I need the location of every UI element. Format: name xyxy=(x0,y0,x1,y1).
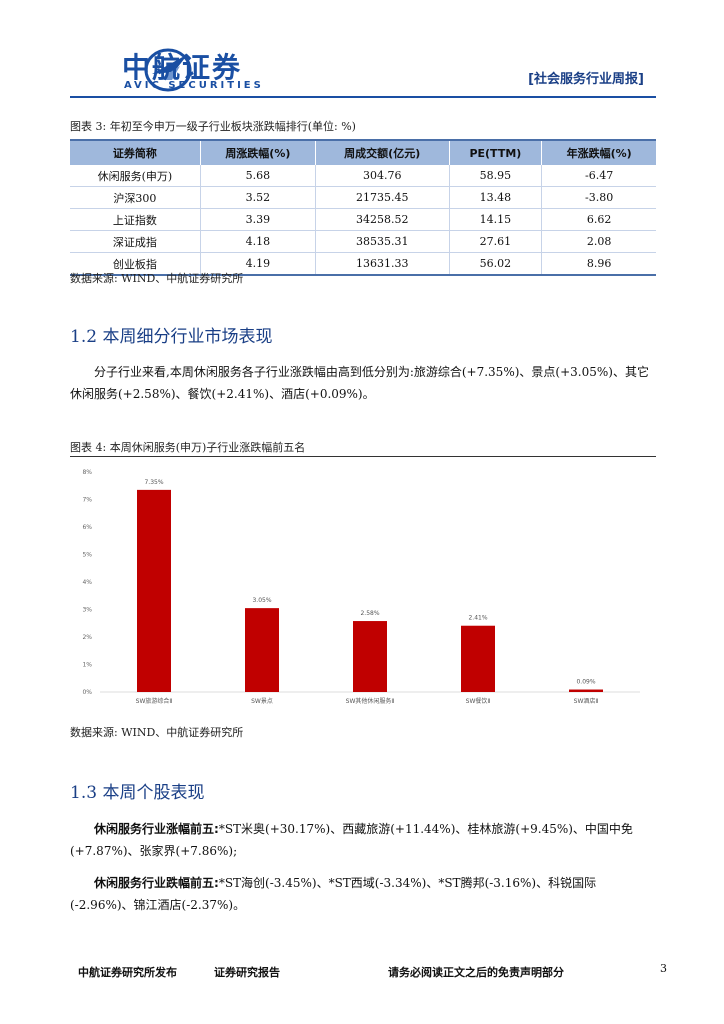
table-cell: 沪深300 xyxy=(70,186,201,209)
table-cell: 14.15 xyxy=(449,208,543,231)
section-1-2-title: 1.2 本周细分行业市场表现 xyxy=(70,327,273,347)
column-header: 周涨跌幅(%) xyxy=(200,139,316,165)
bar xyxy=(137,489,171,692)
y-tick-label: 4% xyxy=(82,579,92,586)
y-tick-label: 3% xyxy=(82,607,92,614)
data-label: 0.09% xyxy=(576,679,595,686)
table-cell: 上证指数 xyxy=(70,208,201,231)
figure-4-source: 数据来源: WIND、中航证券研究所 xyxy=(70,726,244,739)
data-label: 2.41% xyxy=(468,615,487,622)
y-tick-label: 1% xyxy=(82,662,92,669)
category-label: SW景点 xyxy=(251,697,273,705)
table-cell: 13.48 xyxy=(449,186,543,209)
bar xyxy=(245,608,279,692)
table-cell: 4.19 xyxy=(200,252,316,276)
table-cell: 5.68 xyxy=(200,165,316,187)
table-row: 上证指数 3.39 34258.52 14.15 6.62 xyxy=(70,208,656,231)
table-cell: 休闲服务(申万) xyxy=(70,165,201,187)
figure-4-rule xyxy=(70,456,656,457)
losers-paragraph: 休闲服务行业跌幅前五:*ST海创(-3.45%)、*ST西域(-3.34%)、*… xyxy=(70,872,656,916)
brand-name-english: AVIC SECURITIES xyxy=(124,80,264,91)
footer-report-kind: 证券研究报告 xyxy=(214,966,280,979)
data-label: 7.35% xyxy=(144,479,163,486)
table-cell: 深证成指 xyxy=(70,230,201,253)
gainers-label: 休闲服务行业涨幅前五: xyxy=(94,822,219,836)
brand-name: 中航证券 xyxy=(122,51,243,84)
y-tick-label: 8% xyxy=(82,469,92,476)
report-type: [社会服务行业周报] xyxy=(528,72,644,87)
avic-plane-logo-icon xyxy=(144,48,192,92)
table-cell: 56.02 xyxy=(449,252,543,276)
category-label: SW其他休闲服务Ⅱ xyxy=(346,697,395,705)
section-1-2-paragraph: 分子行业来看,本周休闲服务各子行业涨跌幅由高到低分别为:旅游综合(+7.35%)… xyxy=(70,365,649,401)
table-row: 深证成指 4.18 38535.31 27.61 2.08 xyxy=(70,230,656,253)
bar xyxy=(353,621,387,692)
gainers-paragraph: 休闲服务行业涨幅前五:*ST米奥(+30.17%)、西藏旅游(+11.44%)、… xyxy=(70,818,656,862)
table-cell: 38535.31 xyxy=(315,230,450,253)
section-1-3-title: 1.3 本周个股表现 xyxy=(70,783,205,803)
data-label: 3.05% xyxy=(252,597,271,604)
table-cell: 34258.52 xyxy=(315,208,450,231)
table-cell: 8.96 xyxy=(541,252,656,276)
table-row: 沪深300 3.52 21735.45 13.48 -3.80 xyxy=(70,186,656,209)
table-cell: 21735.45 xyxy=(315,186,450,209)
table-cell: 3.52 xyxy=(200,186,316,209)
data-label: 2.58% xyxy=(360,610,379,617)
category-label: SW酒店Ⅱ xyxy=(574,697,599,705)
table-cell: 2.08 xyxy=(541,230,656,253)
figure-3-source: 数据来源: WIND、中航证券研究所 xyxy=(70,272,244,285)
bar xyxy=(569,689,603,692)
figure-4-caption: 图表 4: 本周休闲服务(申万)子行业涨跌幅前五名 xyxy=(70,441,306,454)
footer-publisher: 中航证券研究所发布 xyxy=(78,966,177,979)
losers-label: 休闲服务行业跌幅前五: xyxy=(94,876,219,890)
y-tick-label: 0% xyxy=(82,689,92,696)
column-header: 年涨跌幅(%) xyxy=(541,139,656,165)
subsector-bar-chart: 0% 1% 2% 3% 4% 5% 6% 7% 8% 7.35% SW旅游综合Ⅱ 3.05% SW景点 2… xyxy=(82,469,640,705)
column-header: PE(TTM) xyxy=(449,139,543,165)
column-header: 证券简称 xyxy=(70,139,201,165)
table-cell: 6.62 xyxy=(541,208,656,231)
y-tick-label: 7% xyxy=(82,497,92,504)
table-cell: 创业板指 xyxy=(70,252,201,276)
table-cell: 13631.33 xyxy=(315,252,450,276)
losers-text: *ST海创(-3.45%)、*ST西域(-3.34%)、*ST腾邦(-3.16%… xyxy=(70,876,597,912)
table-header-row: 证券简称 周涨跌幅(%) 周成交额(亿元) PE(TTM) 年涨跌幅(%) xyxy=(70,139,656,165)
column-header: 周成交额(亿元) xyxy=(315,139,450,165)
page-number: 3 xyxy=(660,962,667,975)
table-cell: 3.39 xyxy=(200,208,316,231)
category-label: SW旅游综合Ⅱ xyxy=(136,697,173,705)
table-cell: 27.61 xyxy=(449,230,543,253)
bar xyxy=(461,625,495,692)
figure-3-caption: 图表 3: 年初至今申万一级子行业板块涨跌幅排行(单位: %) xyxy=(70,120,356,133)
y-tick-label: 2% xyxy=(82,634,92,641)
footer-disclaimer: 请务必阅读正文之后的免责声明部分 xyxy=(388,966,564,979)
category-label: SW餐饮Ⅱ xyxy=(466,697,491,705)
index-performance-table: 证券简称 周涨跌幅(%) 周成交额(亿元) PE(TTM) 年涨跌幅(%) 休闲… xyxy=(70,139,656,276)
table-row: 休闲服务(申万) 5.68 304.76 58.95 -6.47 xyxy=(70,165,656,187)
table-cell: -3.80 xyxy=(541,186,656,209)
y-tick-label: 6% xyxy=(82,524,92,531)
table-cell: 58.95 xyxy=(449,165,543,187)
gainers-text: *ST米奥(+30.17%)、西藏旅游(+11.44%)、桂林旅游(+9.45%… xyxy=(70,822,633,858)
table-cell: -6.47 xyxy=(541,165,656,187)
header-divider xyxy=(70,96,656,98)
table-row: 创业板指 4.19 13631.33 56.02 8.96 xyxy=(70,252,656,276)
table-cell: 4.18 xyxy=(200,230,316,253)
table-cell: 304.76 xyxy=(315,165,450,187)
y-tick-label: 5% xyxy=(82,552,92,559)
